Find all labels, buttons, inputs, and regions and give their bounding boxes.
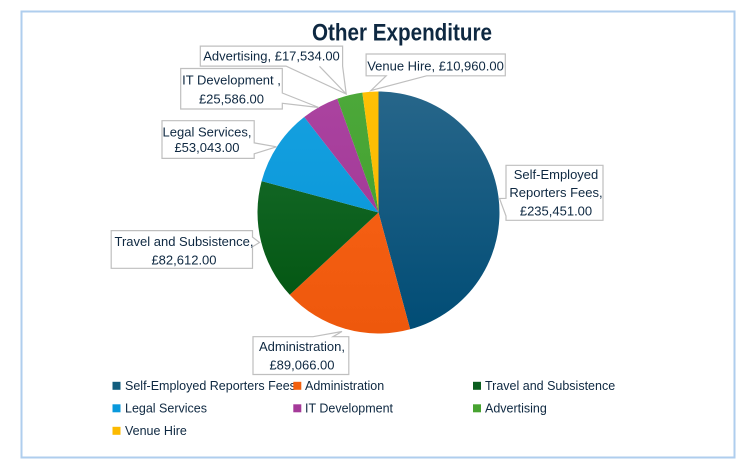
svg-text:Administration,: Administration,: [259, 339, 345, 354]
svg-text:Advertising, £17,534.00: Advertising, £17,534.00: [203, 49, 340, 64]
svg-text:£53,043.00: £53,043.00: [174, 140, 239, 155]
svg-text:Self-Employed: Self-Employed: [514, 167, 599, 182]
svg-text:Travel and Subsistence,: Travel and Subsistence,: [115, 234, 254, 249]
svg-text:£89,066.00: £89,066.00: [269, 358, 334, 373]
svg-text:£235,451.00: £235,451.00: [520, 204, 592, 219]
svg-text:Reporters Fees,: Reporters Fees,: [509, 185, 602, 200]
svg-text:Legal Services,: Legal Services,: [163, 125, 252, 140]
svg-text:Venue Hire: Venue Hire: [125, 424, 187, 438]
svg-text:£82,612.00: £82,612.00: [151, 253, 216, 268]
svg-text:Other Expenditure: Other Expenditure: [312, 20, 492, 47]
svg-text:Travel and Subsistence: Travel and Subsistence: [485, 379, 615, 393]
svg-text:£25,586.00: £25,586.00: [199, 92, 264, 107]
svg-text:Self-Employed Reporters Fees: Self-Employed Reporters Fees: [125, 379, 296, 393]
svg-text:Advertising: Advertising: [485, 402, 547, 416]
svg-text:IT Development ,: IT Development ,: [182, 72, 281, 87]
svg-text:Administration: Administration: [305, 379, 384, 393]
svg-text:IT Development: IT Development: [305, 402, 394, 416]
svg-text:Legal Services: Legal Services: [125, 402, 207, 416]
svg-text:Venue Hire, £10,960.00: Venue Hire, £10,960.00: [367, 58, 504, 73]
